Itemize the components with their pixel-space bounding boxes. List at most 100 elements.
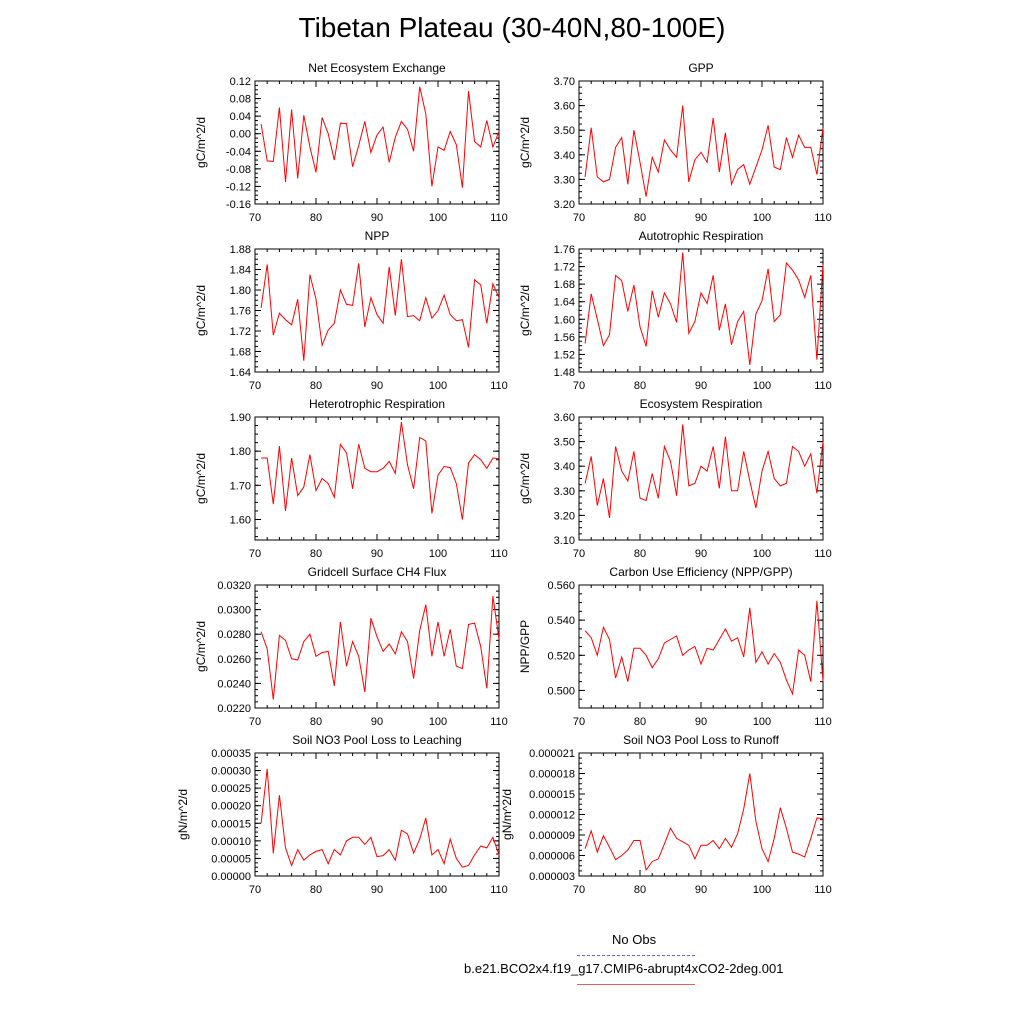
series-line [260,259,500,361]
chart-title: GPP [688,61,713,75]
y-tick-label: 3.50 [554,437,575,449]
y-tick-label: 0.00015 [211,818,251,830]
x-tick-label: 110 [814,380,832,392]
x-tick-label: 80 [310,380,322,392]
y-tick-label: 1.88 [230,244,251,256]
series-line [584,105,824,197]
x-tick-label: 90 [695,548,707,560]
y-tick-label: 3.70 [554,76,575,88]
y-tick-label: -0.08 [226,164,251,176]
y-tick-label: 0.560 [547,580,575,592]
y-tick-label: 3.20 [554,199,575,211]
y-tick-label: 0.04 [230,111,251,123]
y-tick-label: 1.80 [230,285,251,297]
series-line [584,252,824,366]
y-axis-label: gN/m^2/d [500,789,514,840]
y-tick-label: 0.000006 [529,851,575,863]
y-tick-label: 1.60 [554,314,575,326]
y-tick-label: 0.00020 [211,801,251,813]
y-tick-label: -0.04 [226,146,251,158]
y-tick-label: 3.50 [554,125,575,137]
y-tick-label: 1.84 [230,265,251,277]
x-tick-label: 100 [429,380,447,392]
chart-panel: Soil NO3 Pool Loss to Leaching 70 80 90 100 1… [176,733,508,896]
chart-panel: Carbon Use Efficiency (NPP/GPP) 70 80 90 100… [518,565,832,728]
y-tick-label: 1.48 [554,367,575,379]
plot-frame [578,248,824,373]
x-tick-label: 80 [634,212,646,224]
x-tick-label: 100 [753,212,771,224]
y-axis-label: gC/m^2/d [518,117,532,168]
y-axis-label: gC/m^2/d [518,285,532,336]
x-tick-label: 70 [573,380,585,392]
chart-title: Soil NO3 Pool Loss to Runoff [623,733,780,747]
y-tick-label: 0.000009 [529,830,575,842]
series-line [260,596,500,700]
y-tick-label: 1.72 [554,262,575,274]
x-tick-label: 80 [310,716,322,728]
y-tick-label: 0.0260 [217,654,251,666]
chart-title: Net Ecosystem Exchange [308,61,446,75]
x-tick-label: 100 [753,716,771,728]
chart-title: Carbon Use Efficiency (NPP/GPP) [609,565,792,579]
y-tick-label: 0.00 [230,129,251,141]
y-tick-label: 0.0240 [217,678,251,690]
y-tick-label: 1.68 [554,279,575,291]
chart-panel: Net Ecosystem Exchange 70 80 90 100 110 -0.16 -… [194,61,508,224]
y-tick-label: 1.90 [230,412,251,424]
y-axis-label: gC/m^2/d [518,453,532,504]
chart-panel: Autotrophic Respiration 70 80 90 100 110 1.48 1… [518,229,832,392]
y-tick-label: 0.000021 [529,748,575,760]
y-tick-label: 0.00030 [211,766,251,778]
y-tick-label: 0.00025 [211,783,251,795]
x-tick-label: 110 [814,212,832,224]
y-axis-label: NPP/GPP [518,620,532,673]
y-tick-label: 0.000015 [529,789,575,801]
y-tick-label: 1.52 [554,349,575,361]
y-tick-label: -0.16 [226,199,251,211]
y-tick-label: 0.00005 [211,853,251,865]
x-tick-label: 100 [753,884,771,896]
series-line [260,86,500,188]
plot-frame [254,416,500,541]
x-tick-label: 90 [371,212,383,224]
x-tick-label: 70 [573,716,585,728]
x-tick-label: 100 [429,884,447,896]
plot-frame [254,248,500,373]
chart-panel: Ecosystem Respiration 70 80 90 100 110 3.10 3.2… [518,397,832,560]
chart-title: NPP [365,229,390,243]
x-tick-label: 90 [695,884,707,896]
x-tick-label: 70 [249,884,261,896]
y-tick-label: 0.0300 [217,605,251,617]
y-tick-label: 0.500 [547,685,575,697]
y-tick-label: 0.000003 [529,871,575,883]
x-tick-label: 90 [695,716,707,728]
y-tick-label: 0.000012 [529,810,575,822]
y-axis-label: gC/m^2/d [194,453,208,504]
x-tick-label: 80 [634,548,646,560]
x-tick-label: 110 [814,716,832,728]
x-tick-label: 100 [429,212,447,224]
y-tick-label: -0.12 [226,181,251,193]
y-tick-label: 0.520 [547,650,575,662]
plot-frame [578,416,824,541]
y-tick-label: 1.64 [554,297,575,309]
series-line [261,422,500,520]
y-tick-label: 0.00035 [211,748,251,760]
x-tick-label: 90 [695,380,707,392]
x-tick-label: 70 [573,212,585,224]
chart-panel: Soil NO3 Pool Loss to Runoff 70 80 90 100 110… [500,733,832,896]
y-tick-label: 0.0220 [217,703,251,715]
plot-frame [578,584,824,709]
x-tick-label: 80 [310,212,322,224]
y-tick-label: 1.68 [230,347,251,359]
x-tick-label: 110 [814,548,832,560]
y-tick-label: 1.76 [554,244,575,256]
y-tick-label: 3.20 [554,510,575,522]
x-tick-label: 110 [490,380,508,392]
x-tick-label: 70 [573,548,585,560]
x-tick-label: 80 [310,884,322,896]
y-tick-label: 1.60 [230,515,251,527]
x-tick-label: 80 [634,716,646,728]
y-tick-label: 0.00000 [211,871,251,883]
